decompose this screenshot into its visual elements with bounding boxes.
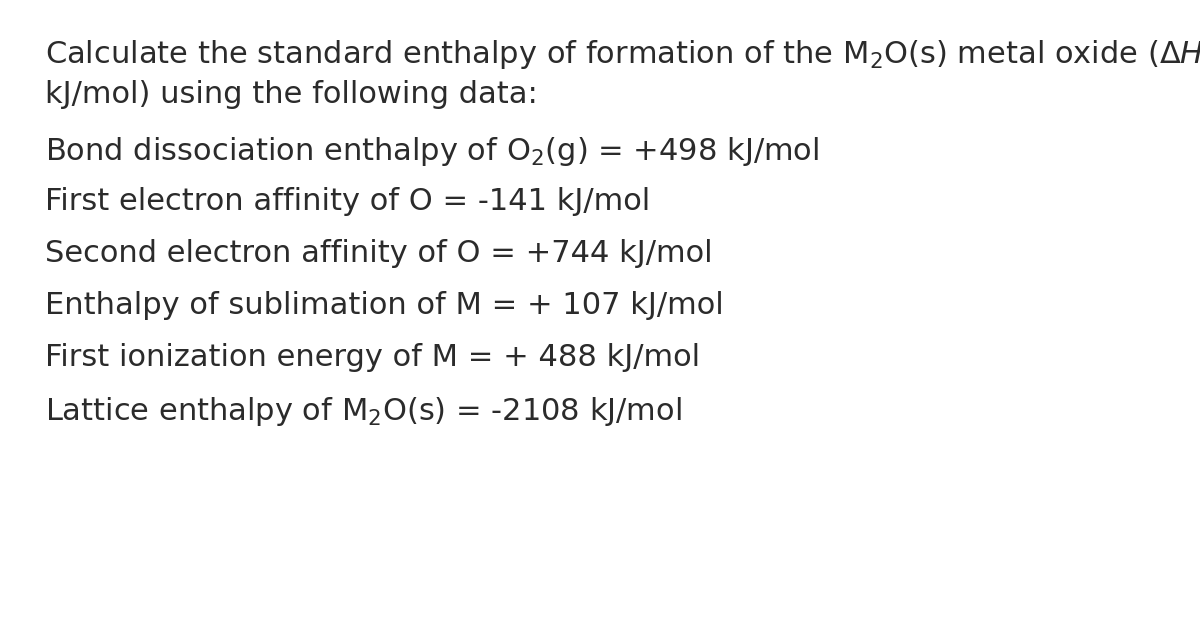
Text: kJ/mol) using the following data:: kJ/mol) using the following data:	[46, 80, 538, 109]
Text: Second electron affinity of O = +744 kJ/mol: Second electron affinity of O = +744 kJ/…	[46, 239, 713, 268]
Text: Lattice enthalpy of M$_2$O(s) = -2108 kJ/mol: Lattice enthalpy of M$_2$O(s) = -2108 kJ…	[46, 395, 682, 428]
Text: First ionization energy of M = + 488 kJ/mol: First ionization energy of M = + 488 kJ/…	[46, 343, 700, 372]
Text: Enthalpy of sublimation of M = + 107 kJ/mol: Enthalpy of sublimation of M = + 107 kJ/…	[46, 291, 724, 320]
Text: First electron affinity of O = -141 kJ/mol: First electron affinity of O = -141 kJ/m…	[46, 187, 650, 216]
Text: Calculate the standard enthalpy of formation of the M$_2$O(s) metal oxide ($\Del: Calculate the standard enthalpy of forma…	[46, 38, 1200, 73]
Text: Bond dissociation enthalpy of O$_2$(g) = +498 kJ/mol: Bond dissociation enthalpy of O$_2$(g) =…	[46, 135, 820, 168]
